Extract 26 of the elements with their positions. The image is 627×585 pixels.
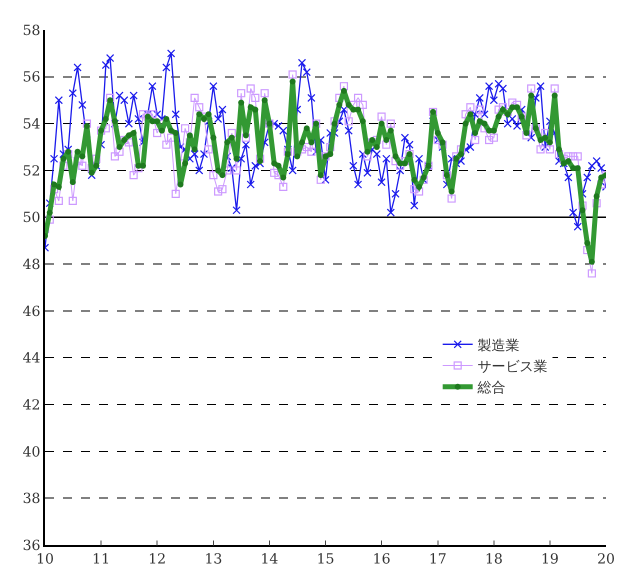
y-tick-label: 46 bbox=[22, 304, 41, 320]
y-tick-label: 44 bbox=[22, 350, 41, 367]
x-tick-label: 11 bbox=[92, 552, 110, 568]
legend-label: サービス業 bbox=[478, 358, 548, 375]
legend-label: 総合 bbox=[476, 380, 506, 396]
x-tick-label: 18 bbox=[484, 552, 503, 568]
y-tick-label: 56 bbox=[22, 70, 41, 86]
x-tick-label: 10 bbox=[36, 552, 54, 568]
y-tick-label: 58 bbox=[22, 22, 40, 39]
x-tick-label: 14 bbox=[260, 552, 278, 568]
y-tick-label: 52 bbox=[22, 163, 40, 180]
y-tick-label: 48 bbox=[22, 256, 40, 273]
y-tick-label: 40 bbox=[22, 444, 40, 460]
x-tick-label: 15 bbox=[316, 552, 334, 568]
x-tick-label: 12 bbox=[148, 552, 166, 568]
x-tick-label: 17 bbox=[428, 552, 447, 568]
y-tick-label: 42 bbox=[22, 397, 40, 414]
x-tick-label: 19 bbox=[541, 552, 559, 568]
x-tick-label: 20 bbox=[597, 552, 615, 568]
y-tick-label: 36 bbox=[22, 538, 41, 554]
x-tick-label: 16 bbox=[372, 552, 391, 568]
y-tick-label: 54 bbox=[22, 116, 41, 133]
legend-label: 製造業 bbox=[478, 338, 520, 354]
y-tick-label: 50 bbox=[22, 210, 40, 226]
x-tick-label: 13 bbox=[204, 552, 222, 568]
y-tick-label: 38 bbox=[22, 491, 40, 508]
